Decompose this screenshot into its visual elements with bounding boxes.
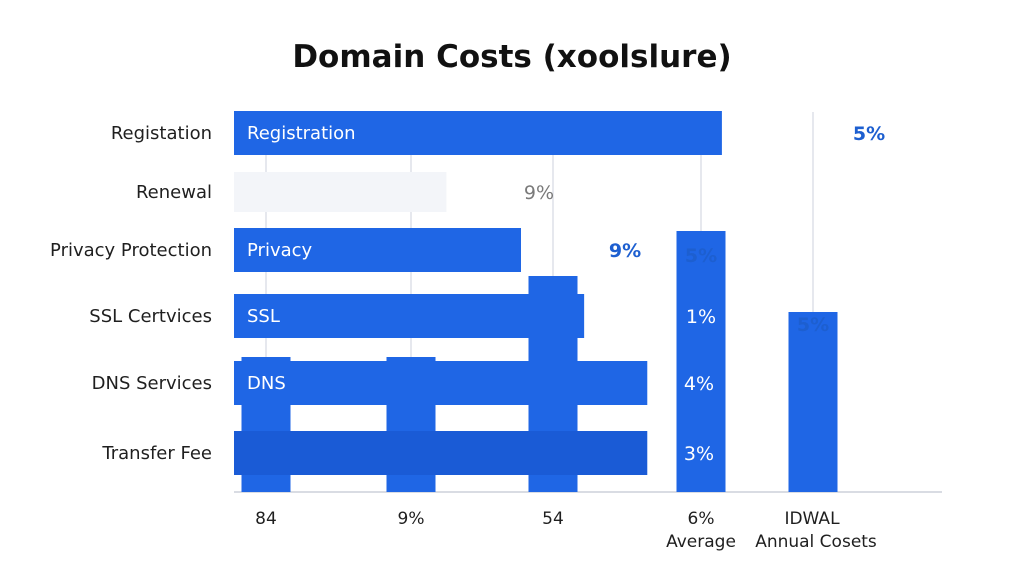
- x-tick-sublabel-3: Average: [666, 532, 736, 552]
- bar-inner-label-0: Registration: [247, 123, 356, 144]
- column-bar-3: [676, 231, 726, 492]
- category-label-3: SSL Certvices: [89, 306, 212, 327]
- bar-inner-label-3: SSL: [247, 306, 280, 327]
- bar-1: [234, 172, 447, 212]
- bar-0: [234, 111, 722, 155]
- chart-title: Domain Costs (xoolslure): [292, 39, 731, 75]
- text-layer: Registation Renewal Privacy Protection SSL …: [50, 123, 885, 465]
- value-label-0: 5%: [853, 123, 885, 145]
- bar-3: [234, 294, 585, 338]
- x-tick-label-4: IDWAL: [784, 509, 840, 529]
- category-label-5: Transfer Fee: [101, 443, 212, 464]
- value-label-5: 3%: [684, 443, 714, 465]
- category-label-1: Renewal: [136, 182, 212, 203]
- x-tick-label-2: 54: [542, 509, 564, 529]
- column-bar-4: [788, 312, 838, 492]
- x-tick-sublabel-4: Annual Cosets: [755, 532, 877, 552]
- category-label-2: Privacy Protection: [50, 240, 212, 261]
- category-label-4: DNS Services: [92, 373, 212, 394]
- bar-inner-label-2: Privacy: [247, 240, 313, 261]
- bar-layer: [234, 111, 722, 475]
- column-label-4: 5%: [797, 314, 829, 336]
- bar-4: [234, 361, 648, 405]
- value-label-3: 1%: [686, 306, 716, 328]
- bar-inner-label-4: DNS: [247, 373, 286, 394]
- value-label-2: 9%: [609, 240, 641, 262]
- column-label-3: 5%: [685, 245, 717, 267]
- category-label-0: Registation: [111, 123, 212, 144]
- x-tick-label-0: 84: [255, 509, 277, 529]
- value-label-4: 4%: [684, 373, 714, 395]
- bar-2: [234, 228, 521, 272]
- tick-layer: 84 9% 54 6% Average IDWAL Annual Cosets: [255, 509, 877, 552]
- value-label-1: 9%: [524, 182, 554, 204]
- x-tick-label-3: 6%: [688, 509, 715, 529]
- x-tick-label-1: 9%: [398, 509, 425, 529]
- bar-5: [234, 431, 648, 475]
